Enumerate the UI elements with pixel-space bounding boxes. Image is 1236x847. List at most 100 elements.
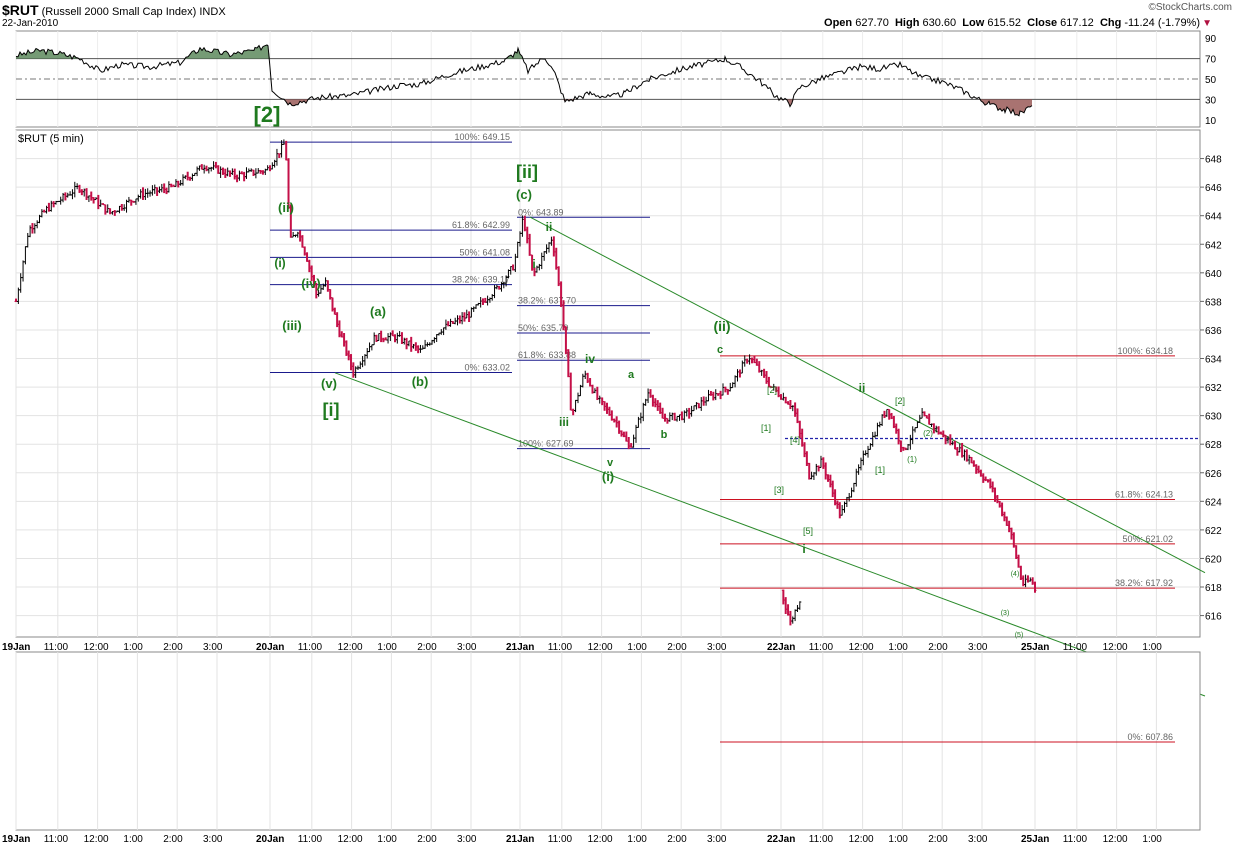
y-tick-label: 628 — [1205, 440, 1222, 451]
wave-label: i — [802, 542, 805, 556]
wave-label: [2] — [767, 385, 777, 395]
upper-channel-line — [529, 216, 1206, 574]
wave-label: (iii) — [282, 318, 302, 333]
wave-label: (5) — [1015, 632, 1024, 639]
x-tick-label: 25Jan — [1021, 834, 1049, 845]
x-tick-label: 1:00 — [627, 642, 647, 653]
x-tick-label: 11:00 — [298, 834, 323, 845]
x-tick-label: 3:00 — [457, 642, 477, 653]
x-tick-label: 2:00 — [667, 642, 687, 653]
wave-label: c — [717, 344, 723, 356]
ticker-symbol: $RUT — [2, 2, 39, 18]
wave-label: i — [532, 257, 535, 271]
wave-label: (c) — [516, 187, 532, 202]
exchange-label: INDX — [199, 6, 226, 18]
x-tick-label: 12:00 — [338, 642, 363, 653]
x-tick-label: 3:00 — [707, 834, 727, 845]
down-arrow-icon: ▼ — [1202, 18, 1212, 29]
x-tick-label: 11:00 — [298, 642, 323, 653]
y-tick-label: 646 — [1205, 183, 1222, 194]
x-tick-label: 20Jan — [256, 642, 284, 653]
x-tick-label: 2:00 — [928, 642, 948, 653]
wave-label: b — [661, 429, 668, 441]
fib-label: 38.2%: 639.17 — [452, 275, 510, 285]
x-tick-label: 11:00 — [44, 642, 69, 653]
y-tick-label: 644 — [1205, 212, 1222, 223]
x-tick-label: 2:00 — [163, 642, 183, 653]
x-tick-label: 3:00 — [968, 834, 988, 845]
x-tick-label: 1:00 — [123, 834, 143, 845]
wave-label: [2] — [254, 102, 281, 127]
fib-label: 61.8%: 633.88 — [518, 350, 576, 360]
x-tick-label: 2:00 — [417, 642, 437, 653]
x-tick-label: 11:00 — [1063, 834, 1088, 845]
wave-label: [1] — [875, 465, 885, 475]
rsi-tick-label: 90 — [1205, 34, 1217, 45]
rsi-tick-label: 70 — [1205, 55, 1217, 66]
wave-label: (ii) — [278, 200, 294, 215]
y-tick-label: 626 — [1205, 469, 1222, 480]
fib-label: 100%: 634.18 — [1117, 346, 1173, 356]
watermark: ©StockCharts.com — [1148, 2, 1232, 13]
wave-label: (b) — [412, 374, 429, 389]
x-tick-label: 12:00 — [1103, 642, 1128, 653]
fib-label: 100%: 649.15 — [454, 132, 510, 142]
y-tick-label: 636 — [1205, 326, 1222, 337]
wave-label: [ii] — [516, 162, 538, 182]
chart-date: 22-Jan-2010 — [2, 18, 59, 29]
y-tick-label: 618 — [1205, 583, 1222, 594]
x-tick-label: 2:00 — [417, 834, 437, 845]
wave-label: (v) — [321, 376, 337, 391]
x-tick-label: 11:00 — [1063, 642, 1088, 653]
wave-label: (a) — [370, 304, 386, 319]
x-tick-label: 2:00 — [928, 834, 948, 845]
x-tick-label: 12:00 — [588, 834, 613, 845]
open-value: 627.70 — [855, 17, 889, 29]
y-tick-label: 648 — [1205, 155, 1222, 166]
x-tick-label: 3:00 — [707, 642, 727, 653]
lower-channel-line — [334, 372, 1206, 697]
wave-label: ii — [546, 220, 553, 234]
x-tick-label: 1:00 — [888, 834, 908, 845]
x-tick-label: 21Jan — [506, 642, 534, 653]
x-tick-label: 1:00 — [123, 642, 143, 653]
y-tick-label: 632 — [1205, 383, 1222, 394]
y-tick-label: 622 — [1205, 526, 1222, 537]
x-tick-label: 19Jan — [2, 834, 30, 845]
x-tick-label: 12:00 — [338, 834, 363, 845]
wave-label: [3] — [774, 485, 784, 495]
wave-label: [4] — [790, 435, 800, 445]
low-value: 615.52 — [987, 17, 1021, 29]
x-tick-label: 25Jan — [1021, 642, 1049, 653]
x-tick-label: 2:00 — [667, 834, 687, 845]
rsi-panel: 90 70 50 30 10 — [15, 30, 1217, 128]
x-tick-label: 1:00 — [1142, 834, 1162, 845]
x-tick-label: 12:00 — [849, 834, 874, 845]
wave-label: [2] — [895, 396, 905, 406]
y-tick-label: 638 — [1205, 297, 1222, 308]
x-tick-label: 20Jan — [256, 834, 284, 845]
x-tick-label: 3:00 — [968, 642, 988, 653]
wave-label: iv — [585, 352, 595, 366]
x-tick-label: 1:00 — [377, 642, 397, 653]
y-tick-label: 620 — [1205, 554, 1222, 565]
x-tick-label: 11:00 — [548, 642, 573, 653]
x-tick-label: 3:00 — [457, 834, 477, 845]
y-tick-label: 642 — [1205, 240, 1222, 251]
wave-label: [i] — [323, 400, 340, 420]
change-value: -11.24 (-1.79%) — [1124, 17, 1200, 29]
y-tick-label: 634 — [1205, 355, 1222, 366]
x-tick-label: 11:00 — [548, 834, 573, 845]
close-value: 617.12 — [1060, 17, 1094, 29]
x-tick-label: 22Jan — [767, 642, 795, 653]
rsi-tick-label: 50 — [1205, 75, 1217, 86]
x-tick-label: 11:00 — [44, 834, 69, 845]
fib-label: 0%: 643.89 — [518, 207, 564, 217]
y-tick-label: 624 — [1205, 497, 1222, 508]
fib-label: 38.2%: 637.70 — [518, 296, 576, 306]
wave-label: (2) — [923, 429, 933, 438]
wave-label: a — [628, 369, 635, 381]
fib-label: 38.2%: 617.92 — [1115, 578, 1173, 588]
x-tick-label: 11:00 — [809, 642, 834, 653]
